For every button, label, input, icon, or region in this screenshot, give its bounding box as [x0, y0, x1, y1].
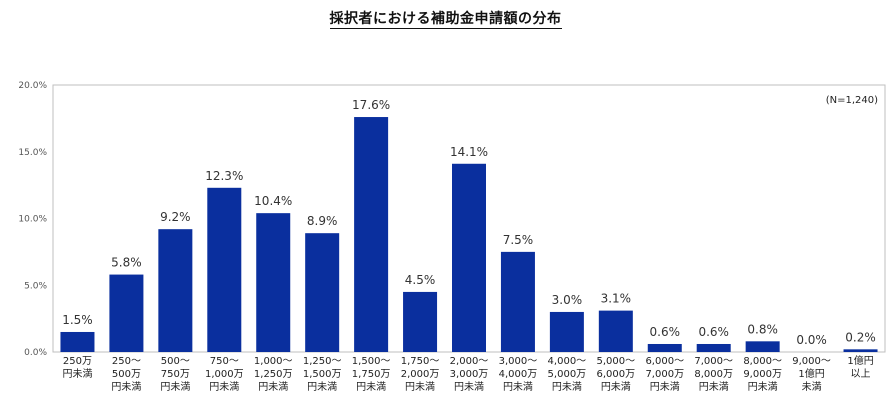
bar [60, 331, 95, 352]
bar [696, 343, 731, 352]
x-tick-label: 8,000～ [743, 356, 782, 367]
bar [745, 341, 780, 352]
x-tick-label: 3,000～ [499, 356, 538, 367]
data-label: 8.9% [307, 214, 338, 228]
y-tick-label: 15.0% [18, 148, 47, 158]
bar [109, 274, 144, 352]
x-tick-label: 750万 [161, 369, 190, 380]
bar [549, 311, 584, 352]
x-tick-label: 9,000～ [792, 356, 831, 367]
data-label: 0.2% [845, 330, 876, 344]
data-label: 17.6% [352, 98, 390, 112]
x-tick-label: 250～ [112, 356, 141, 367]
x-tick-label: 4,000万 [499, 369, 538, 380]
x-tick-label: 円未満 [748, 381, 778, 393]
bar [207, 187, 242, 352]
data-label: 4.5% [405, 273, 436, 287]
x-tick-label: 円未満 [699, 381, 729, 393]
x-tick-label: 円未満 [454, 381, 484, 393]
x-tick-label: 円未満 [62, 368, 92, 380]
x-tick-label: 1,250万 [254, 369, 293, 380]
x-tick-label: 円未満 [503, 381, 533, 393]
bar [843, 349, 878, 352]
x-tick-label: 250万 [63, 356, 92, 367]
bar [256, 213, 291, 352]
bar [452, 163, 486, 352]
bar [305, 233, 340, 352]
x-tick-label: 円未満 [111, 381, 141, 393]
x-tick-label: 1,250～ [303, 356, 342, 367]
data-label: 0.6% [698, 325, 729, 339]
x-tick-label: 1,750万 [352, 369, 391, 380]
x-tick-label: 円未満 [307, 381, 337, 393]
x-tick-label: 円未満 [258, 381, 288, 393]
x-tick-label: 1,750～ [401, 356, 440, 367]
bar [354, 117, 389, 352]
x-tick-label: 5,000～ [597, 356, 636, 367]
bar [647, 343, 682, 352]
bar [158, 229, 193, 352]
y-tick-label: 0.0% [24, 348, 47, 358]
y-tick-label: 20.0% [18, 81, 47, 91]
x-tick-label: 2,000～ [450, 356, 489, 367]
x-tick-label: 9,000万 [743, 369, 782, 380]
x-tick-label: 2,000万 [401, 369, 440, 380]
data-label: 3.1% [601, 292, 632, 306]
x-tick-label: 7,000万 [645, 369, 684, 380]
x-tick-label: 8,000万 [694, 369, 733, 380]
x-tick-label: 3,000万 [450, 369, 489, 380]
x-tick-label: 6,000万 [597, 369, 636, 380]
x-tick-label: 1億円 [798, 367, 824, 380]
x-tick-label: 750～ [210, 356, 239, 367]
y-tick-label: 5.0% [24, 281, 47, 291]
chart-title-text: 採択者における補助金申請額の分布 [329, 11, 562, 29]
x-tick-label: 円未満 [552, 381, 582, 393]
data-label: 14.1% [450, 145, 488, 159]
sample-size-note: (N=1,240) [826, 95, 878, 106]
chart-title: 採択者における補助金申請額の分布 [0, 8, 891, 29]
x-tick-label: 未満 [802, 381, 822, 393]
x-tick-label: 1億円 [847, 354, 873, 367]
x-tick-label: 4,000～ [548, 356, 587, 367]
x-tick-label: 円未満 [601, 381, 631, 393]
x-tick-label: 500～ [161, 356, 190, 367]
bar [403, 291, 438, 352]
x-tick-label: 円未満 [356, 381, 386, 393]
bar [598, 310, 633, 352]
x-tick-label: 円未満 [160, 381, 190, 393]
x-tick-label: 円未満 [650, 381, 680, 393]
x-tick-label: 1,000万 [205, 369, 244, 380]
bar [500, 251, 535, 352]
data-label: 9.2% [160, 210, 191, 224]
x-tick-label: 5,000万 [548, 369, 587, 380]
x-tick-label: 1,000～ [254, 356, 293, 367]
x-tick-label: 1,500～ [352, 356, 391, 367]
x-tick-label: 円未満 [209, 381, 239, 393]
data-label: 3.0% [552, 293, 583, 307]
data-label: 0.8% [747, 322, 778, 336]
x-tick-label: 以上 [851, 368, 871, 380]
data-label: 12.3% [205, 169, 243, 183]
data-label: 1.5% [62, 313, 93, 327]
x-tick-label: 6,000～ [645, 356, 684, 367]
data-label: 7.5% [503, 233, 534, 247]
data-label: 0.6% [650, 325, 681, 339]
x-tick-label: 7,000～ [694, 356, 733, 367]
x-tick-label: 円未満 [405, 381, 435, 393]
x-tick-label: 1,500万 [303, 369, 342, 380]
data-label: 10.4% [254, 194, 292, 208]
y-tick-label: 10.0% [18, 215, 47, 225]
data-label: 5.8% [111, 256, 142, 270]
data-label: 0.0% [796, 333, 827, 347]
x-tick-label: 500万 [112, 369, 141, 380]
